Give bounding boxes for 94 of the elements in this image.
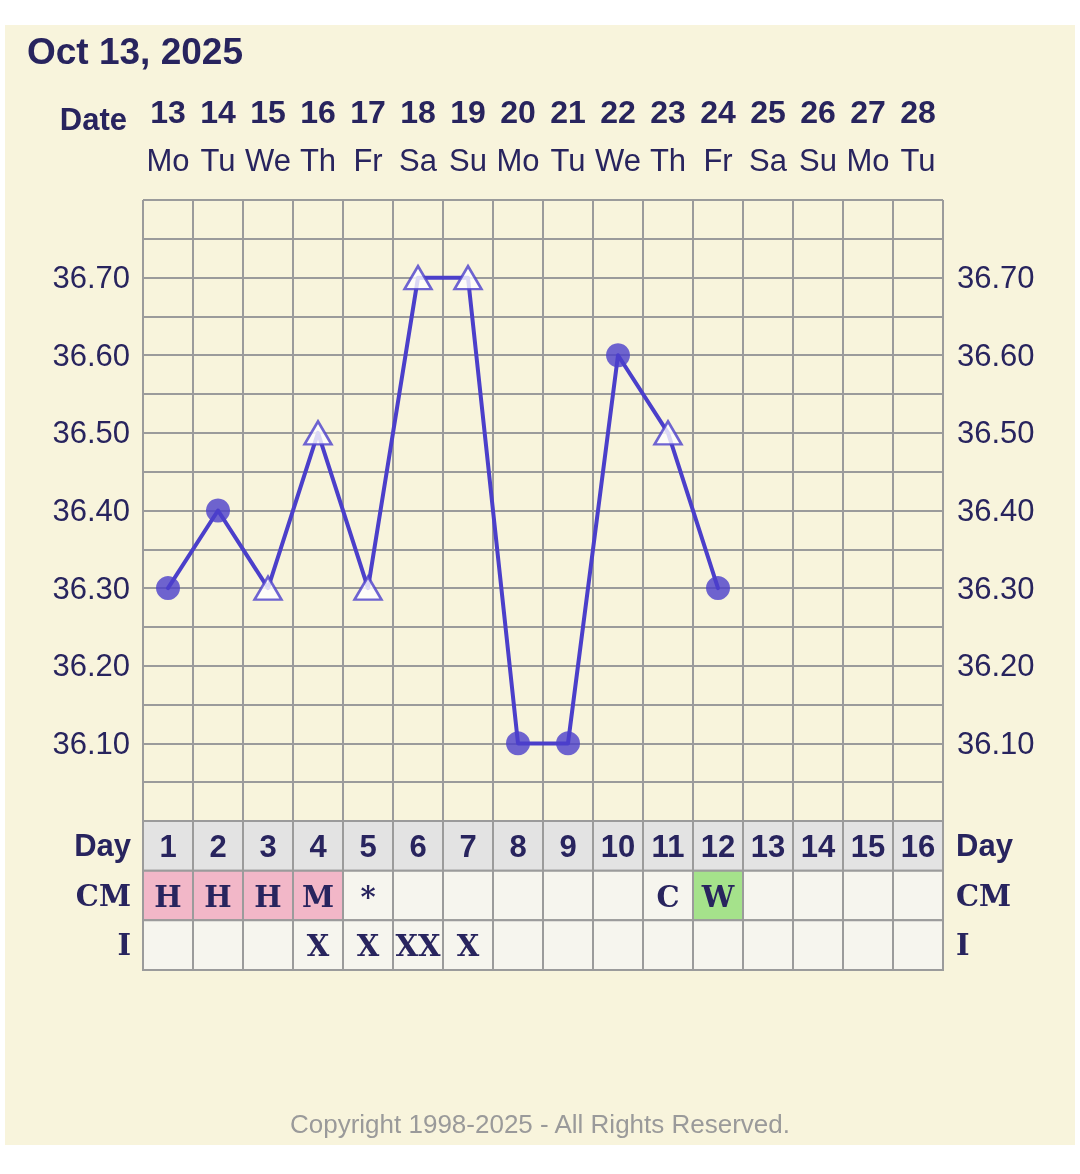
text: 4	[309, 829, 327, 865]
point	[606, 343, 630, 368]
point	[353, 575, 383, 601]
point	[506, 731, 530, 756]
text: H	[254, 879, 282, 914]
y2-tick-label: CM	[956, 878, 1012, 913]
x2-tick-label: 26	[800, 94, 836, 130]
x2-tick-label: 16	[300, 94, 336, 130]
text: Copyright 1998-2025 - All Rights Reserved.	[288, 1108, 791, 1140]
text: X	[306, 929, 330, 964]
y-tick-label: CM	[75, 878, 131, 913]
x-tick-label: Th	[649, 143, 687, 178]
text: 15	[850, 829, 886, 865]
x2-tick-label: 17	[350, 94, 386, 130]
x2-axis-title: Date	[59, 101, 127, 137]
text: W	[701, 879, 735, 914]
point	[303, 420, 333, 446]
y2-tick-label: I	[956, 928, 970, 963]
text: X	[356, 929, 380, 964]
x2-tick-label: 18	[400, 94, 436, 130]
text: 14	[800, 829, 836, 865]
x-tick-label: Mo	[496, 143, 540, 178]
text: 9	[559, 829, 577, 865]
point	[253, 575, 283, 601]
y2-tick-label: 36.10	[957, 725, 1035, 761]
text: C	[656, 879, 680, 914]
text: 8	[509, 829, 527, 865]
text: *	[360, 879, 376, 914]
text: X	[456, 929, 480, 964]
x2-tick-label: 25	[750, 94, 786, 130]
point	[156, 576, 180, 601]
x2-tick-label: 24	[700, 94, 736, 130]
text: 6	[409, 829, 427, 865]
x2-tick-label: 22	[600, 94, 636, 130]
text: 16	[900, 829, 936, 865]
x2-tick-label: 23	[650, 94, 686, 130]
point	[556, 731, 580, 756]
x2-tick-label: 15	[250, 94, 286, 130]
y2-tick-label: Day	[956, 828, 1014, 864]
y-tick-label: 36.10	[52, 725, 130, 761]
y2-tick-label: 36.20	[957, 648, 1035, 684]
text: 2	[209, 829, 227, 865]
y-tick-label: 36.20	[52, 648, 130, 684]
x-tick-label: We	[595, 143, 641, 178]
x2-tick-label: 13	[150, 94, 186, 130]
text: 1	[159, 829, 177, 865]
x-tick-label: Su	[799, 143, 837, 178]
text: 5	[359, 829, 377, 865]
y-tick-label: 36.50	[52, 415, 130, 451]
y-tick-label: 36.30	[52, 570, 130, 606]
text: H	[154, 879, 182, 914]
text: 12	[700, 829, 736, 865]
point	[653, 420, 683, 446]
chart-title: Oct 13, 2025	[27, 31, 243, 72]
y-tick-label: 36.60	[52, 337, 130, 373]
x2-tick-label: 27	[850, 94, 886, 130]
text: 3	[259, 829, 277, 865]
text: M	[301, 879, 335, 914]
x-tick-label: Tu	[550, 143, 586, 178]
text: 13	[750, 829, 786, 865]
x2-tick-label: 19	[450, 94, 486, 130]
x-tick-label: Sa	[399, 143, 438, 178]
x-tick-label: Su	[449, 143, 487, 178]
point	[403, 264, 433, 291]
x-tick-label: Th	[299, 143, 337, 178]
x-tick-label: Fr	[703, 143, 733, 178]
x-tick-label: We	[245, 143, 291, 178]
x2-tick-label: 20	[500, 94, 536, 130]
y-tick-label: 36.40	[52, 493, 130, 528]
y2-tick-label: 36.60	[957, 337, 1035, 373]
y2-tick-label: 36.40	[957, 493, 1035, 528]
x-tick-label: Mo	[146, 143, 190, 178]
point	[206, 498, 230, 523]
text: XX	[395, 929, 441, 964]
x2-tick-label: 14	[200, 94, 236, 130]
y2-tick-label: 36.50	[957, 415, 1035, 451]
text: H	[204, 879, 232, 914]
x2-tick-label: 28	[900, 94, 936, 130]
x-tick-label: Mo	[846, 143, 890, 178]
x2-tick-label: 21	[550, 94, 586, 130]
text: 7	[459, 829, 477, 865]
x-tick-label: Tu	[200, 143, 236, 178]
point	[453, 264, 483, 291]
y-tick-label: 36.70	[52, 260, 130, 296]
y-tick-label: Day	[74, 828, 132, 864]
y2-tick-label: 36.70	[957, 260, 1035, 296]
text: 10	[600, 829, 636, 865]
text: 11	[651, 829, 685, 865]
point	[706, 576, 730, 601]
y2-tick-label: 36.30	[957, 570, 1035, 606]
x-tick-label: Fr	[353, 143, 383, 178]
x-tick-label: Tu	[900, 143, 936, 178]
x-tick-label: Sa	[749, 143, 788, 178]
y-tick-label: I	[117, 928, 131, 963]
